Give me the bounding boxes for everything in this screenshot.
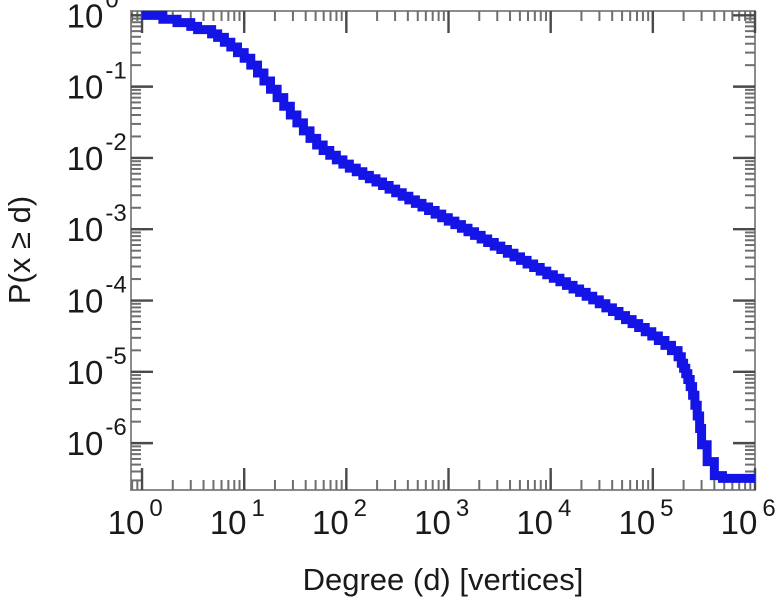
x-tick-label: 10 <box>414 504 451 541</box>
x-tick-label: 10 <box>721 504 758 541</box>
y-tick-label: 10 <box>67 69 104 106</box>
x-axis-title: Degree (d) [vertices] <box>303 562 584 597</box>
series-group <box>142 10 755 483</box>
degree-ccdf-line <box>142 10 755 483</box>
y-tick-label: 10 <box>67 0 104 34</box>
y-tick-label: 10 <box>67 283 104 320</box>
x-tick-label: 10 <box>108 504 145 541</box>
y-tick-label: 10 <box>67 211 104 248</box>
y-axis-minor-ticks <box>131 14 755 482</box>
y-tick-exponent: 0 <box>105 0 118 13</box>
y-tick-label: 10 <box>67 140 104 177</box>
y-tick-label: 10 <box>67 354 104 391</box>
y-axis-title: P(x ≥ d) <box>2 196 37 304</box>
x-tick-exponent: 3 <box>456 495 469 522</box>
plot-area-border <box>130 10 756 491</box>
plot-frame <box>130 10 756 491</box>
y-axis-major-ticks <box>131 14 755 445</box>
y-tick-exponent: -2 <box>105 129 126 156</box>
y-tick-exponent: -5 <box>105 343 126 370</box>
x-tick-label: 10 <box>210 504 247 541</box>
y-tick-exponent: -3 <box>105 200 126 227</box>
y-tick-exponent: -6 <box>105 414 126 441</box>
x-tick-exponent: 4 <box>558 495 571 522</box>
x-tick-exponent: 0 <box>149 495 162 522</box>
y-tick-exponent: -1 <box>105 58 126 85</box>
y-tick-label: 10 <box>67 425 104 462</box>
x-tick-exponent: 5 <box>660 495 673 522</box>
x-tick-exponent: 1 <box>252 495 265 522</box>
x-tick-label: 10 <box>516 504 553 541</box>
y-tick-exponent: -4 <box>105 272 126 299</box>
x-tick-exponent: 2 <box>354 495 367 522</box>
x-tick-label: 10 <box>618 504 655 541</box>
x-tick-exponent: 6 <box>762 495 775 522</box>
x-tick-label: 10 <box>312 504 349 541</box>
x-axis-tick-labels: 10 0 10 1 10 2 10 3 10 4 10 5 10 6 <box>108 495 776 541</box>
